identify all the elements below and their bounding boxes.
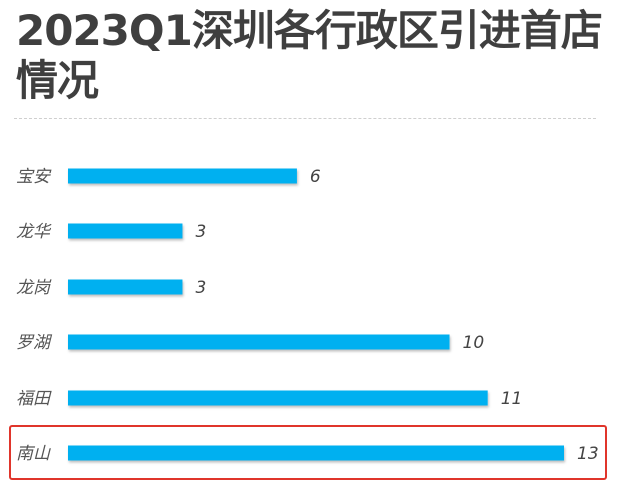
category-label: 龙华 xyxy=(16,222,52,242)
bar xyxy=(68,223,183,239)
value-label: 13 xyxy=(577,444,599,464)
value-label: 11 xyxy=(501,389,523,409)
bar xyxy=(68,445,564,461)
title-divider xyxy=(14,118,596,119)
bar xyxy=(68,390,488,406)
value-label: 3 xyxy=(195,222,206,242)
category-label: 福田 xyxy=(16,389,52,409)
bar xyxy=(68,168,297,184)
category-label: 龙岗 xyxy=(16,278,52,298)
category-label: 宝安 xyxy=(16,167,52,187)
category-label: 罗湖 xyxy=(16,333,53,353)
highlight-box-nanshan xyxy=(9,425,607,480)
category-label: 南山 xyxy=(16,444,51,464)
value-label: 3 xyxy=(195,278,206,298)
bar xyxy=(68,279,183,295)
value-label: 6 xyxy=(310,167,321,187)
page-title: 2023Q1深圳各行政区引进首店情况 xyxy=(16,6,603,105)
bar xyxy=(68,334,450,350)
value-label: 10 xyxy=(463,333,485,353)
